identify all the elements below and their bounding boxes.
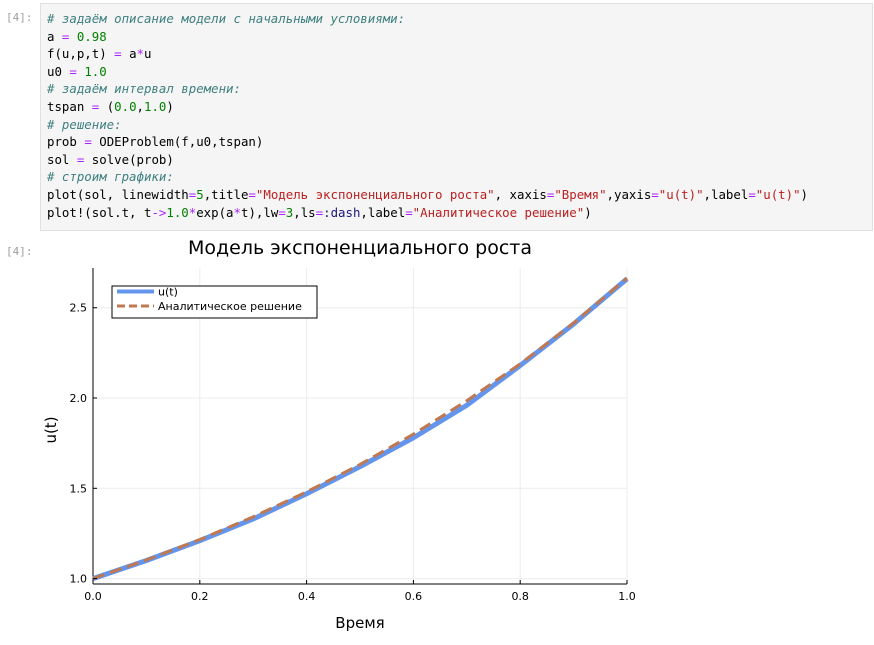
series-line-analytic bbox=[92, 276, 628, 580]
code-line-12: plot!(sol.t, t->1.0*exp(a*t),lw=3,ls=:da… bbox=[47, 204, 872, 222]
chart-grid bbox=[92, 268, 628, 584]
code-operator: = bbox=[248, 186, 256, 202]
code-token: ,label bbox=[360, 204, 406, 220]
code-operator: = bbox=[84, 134, 92, 150]
code-cell[interactable]: # задаём описание модели с начальными ус… bbox=[40, 3, 873, 231]
code-operator: = bbox=[188, 186, 197, 202]
code-operator: = bbox=[315, 204, 324, 220]
y-tick-label: 2.0 bbox=[70, 392, 88, 405]
code-token: ) bbox=[800, 186, 809, 202]
code-comment: # задаём интервал времени: bbox=[47, 81, 241, 97]
y-tick-label: 1.0 bbox=[70, 573, 88, 586]
code-token: ,title bbox=[203, 186, 249, 202]
chart-title: Модель экспоненциального роста bbox=[188, 237, 532, 259]
legend-label-u: u(t) bbox=[158, 286, 178, 299]
code-operator: -> bbox=[151, 204, 167, 220]
code-token: tspan bbox=[47, 98, 92, 114]
x-tick-label: 0.8 bbox=[511, 590, 529, 603]
y-tick-label: 1.5 bbox=[70, 482, 88, 495]
x-tick-label: 0.2 bbox=[191, 590, 209, 603]
chart-series bbox=[92, 276, 629, 581]
code-operator: = bbox=[546, 186, 555, 202]
code-number: 5 bbox=[196, 186, 204, 202]
legend: u(t) Аналитическое решение bbox=[111, 285, 318, 319]
code-operator: = bbox=[91, 98, 100, 114]
code-operator: * bbox=[136, 46, 144, 62]
code-number: 0.0 bbox=[114, 98, 137, 114]
y-tick-label: 2.5 bbox=[70, 302, 88, 315]
code-operator: = bbox=[748, 186, 756, 202]
code-token: plot!(sol.t, t bbox=[47, 204, 152, 220]
code-token: prob bbox=[47, 134, 85, 150]
x-tick-label: 1.0 bbox=[618, 590, 636, 603]
code-token: t),lw bbox=[241, 204, 279, 220]
code-line-3: f(u,p,t) = a*u bbox=[47, 45, 872, 63]
code-token: ,label bbox=[703, 186, 749, 202]
y-axis-label: u(t) bbox=[42, 416, 60, 443]
plot-output: Модель экспоненциального роста 0.0 0.2 0.4… bbox=[42, 237, 636, 632]
code-line-9: sol = solve(prob) bbox=[47, 151, 872, 169]
code-token: ODEProblem(f,u0,tspan) bbox=[91, 134, 264, 150]
code-symbol: :dash bbox=[323, 204, 361, 220]
code-line-7: # решение: bbox=[47, 116, 872, 134]
code-line-10: # строим графики: bbox=[47, 168, 872, 186]
input-prompt: [4]: bbox=[6, 11, 33, 24]
code-token: ( bbox=[99, 98, 115, 114]
chart-axes bbox=[92, 268, 627, 585]
code-token: sol bbox=[47, 151, 77, 167]
output-prompt: [4]: bbox=[6, 245, 33, 258]
code-line-6: tspan = (0.0,1.0) bbox=[47, 98, 872, 116]
code-comment: # задаём описание модели с начальными ус… bbox=[47, 11, 406, 26]
code-string: "Время" bbox=[554, 186, 607, 202]
code-token: ) bbox=[166, 98, 174, 114]
code-line-8: prob = ODEProblem(f,u0,tspan) bbox=[47, 133, 872, 151]
series-line-u bbox=[92, 276, 629, 581]
code-comment: # строим графики: bbox=[47, 169, 174, 185]
code-token: a bbox=[47, 28, 62, 44]
code-token: ,yaxis bbox=[606, 186, 652, 202]
code-comment: # решение: bbox=[47, 116, 122, 132]
chart-ticks: 0.0 0.2 0.4 0.6 0.8 1.0 1.0 1.5 2.0 2.5 bbox=[70, 302, 636, 603]
code-operator: = bbox=[69, 63, 77, 79]
code-token: , bbox=[136, 98, 145, 114]
code-operator: = bbox=[61, 28, 70, 44]
code-number: 0.98 bbox=[69, 28, 107, 44]
code-token: solve(prob) bbox=[84, 151, 174, 167]
legend-label-analytic: Аналитическое решение bbox=[158, 300, 302, 313]
code-token: ,ls bbox=[293, 204, 316, 220]
code-operator: * bbox=[233, 204, 241, 220]
code-string: "Аналитическое решение" bbox=[412, 204, 585, 220]
code-line-11: plot(sol, linewidth=5,title="Модель эксп… bbox=[47, 186, 872, 204]
code-number: 1.0 bbox=[144, 98, 167, 114]
code-number: 3 bbox=[285, 204, 294, 220]
code-line-1: # задаём описание модели с начальными ус… bbox=[47, 10, 872, 28]
code-operator: = bbox=[114, 46, 122, 62]
code-line-4: u0 = 1.0 bbox=[47, 63, 872, 81]
code-operator: = bbox=[76, 151, 85, 167]
code-token: exp(a bbox=[196, 204, 234, 220]
code-operator: = bbox=[651, 186, 659, 202]
code-operator: = bbox=[405, 204, 413, 220]
code-operator: * bbox=[188, 204, 197, 220]
code-token: f(u,p,t) bbox=[47, 46, 115, 62]
x-tick-label: 0.4 bbox=[298, 590, 316, 603]
code-token: u0 bbox=[47, 63, 70, 79]
code-line-2: a = 0.98 bbox=[47, 28, 872, 46]
code-number: 1.0 bbox=[76, 63, 107, 79]
code-line-5: # задаём интервал времени: bbox=[47, 80, 872, 98]
code-string: "Модель экспоненциального роста" bbox=[255, 186, 495, 202]
code-operator: = bbox=[278, 204, 286, 220]
x-tick-label: 0.0 bbox=[84, 590, 102, 603]
code-token: plot(sol, linewidth bbox=[47, 186, 189, 202]
code-token: ) bbox=[584, 204, 592, 220]
code-token: u bbox=[144, 46, 152, 62]
code-string: "u(t)" bbox=[658, 186, 704, 202]
code-string: "u(t)" bbox=[755, 186, 801, 202]
code-token: , xaxis bbox=[494, 186, 547, 202]
code-token: a bbox=[121, 46, 137, 62]
x-tick-label: 0.6 bbox=[405, 590, 423, 603]
x-axis-label: Время bbox=[335, 614, 384, 632]
code-number: 1.0 bbox=[166, 204, 189, 220]
